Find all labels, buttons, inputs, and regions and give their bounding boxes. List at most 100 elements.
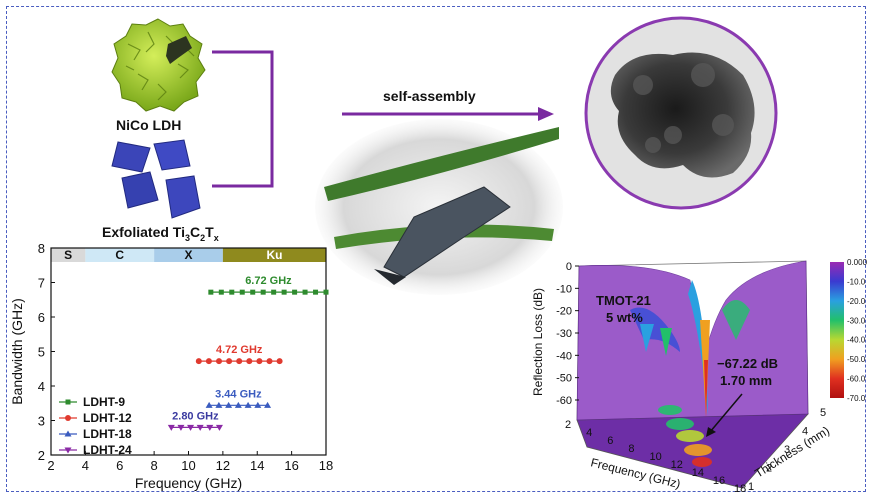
colorbar <box>830 262 844 398</box>
dashed-frame <box>6 6 866 492</box>
data-point <box>250 289 256 295</box>
data-label: 2.80 GHz <box>172 410 219 422</box>
data-point <box>187 424 195 431</box>
data-point <box>313 289 319 295</box>
colorbar-tick-label: -10.0 <box>847 277 866 286</box>
self-assembly-arrow <box>342 107 554 121</box>
y-tick-label: 6 <box>38 310 45 325</box>
rl-tick-label: -30 <box>556 328 572 340</box>
y-axis-label: Bandwidth (GHz) <box>9 298 25 405</box>
x-tick-label: 16 <box>284 458 298 473</box>
data-point <box>205 358 212 365</box>
freq-tick-label: 14 <box>692 467 704 479</box>
data-point <box>266 358 273 365</box>
rl-tick-label: 0 <box>566 261 572 273</box>
data-point <box>236 358 243 365</box>
sample-label: TMOT-21 <box>596 293 651 308</box>
freq-tick-label: 8 <box>628 443 634 455</box>
y-tick-label: 3 <box>38 414 45 429</box>
x-axis-label: Frequency (GHz) <box>135 475 242 491</box>
data-point <box>216 358 223 365</box>
data-point <box>302 289 308 295</box>
x-tick-label: 4 <box>82 458 89 473</box>
thickness-tick-label: 3 <box>784 444 790 456</box>
data-point <box>206 424 214 431</box>
x-tick-label: 18 <box>319 458 333 473</box>
freq-tick-label: 4 <box>586 427 592 439</box>
data-point <box>234 401 242 408</box>
band-s <box>51 248 86 262</box>
surface-dip <box>722 300 750 340</box>
data-point <box>292 289 298 295</box>
rl-tick-label: -50 <box>556 373 572 385</box>
data-point <box>64 430 72 437</box>
colorbar-tick-label: 0.000 <box>847 258 868 267</box>
thickness-tick-label: 2 <box>766 463 772 475</box>
legend-entry: LDHT-18 <box>83 427 132 441</box>
aerogel-on-leaf-photo <box>315 119 563 295</box>
min-rl-label: −67.22 dB <box>717 356 778 371</box>
floor-contour <box>666 418 694 430</box>
data-point <box>167 424 175 431</box>
legend-entry: LDHT-12 <box>83 411 132 425</box>
band-label: X <box>184 248 192 262</box>
floor-contour <box>684 444 712 456</box>
data-point <box>323 289 329 295</box>
series-ldht-12 <box>195 358 283 365</box>
freq-tick-label: 10 <box>650 451 662 463</box>
series-ldht-18 <box>205 401 272 408</box>
mxene-label: Exfoliated Ti3C2Tx <box>102 224 219 243</box>
y-tick-label: 2 <box>38 448 45 463</box>
thickness-tick-label: 1 <box>748 481 754 493</box>
data-label: 4.72 GHz <box>216 344 263 356</box>
data-point <box>281 289 287 295</box>
rl-tick-label: -10 <box>556 283 572 295</box>
mxene-sheets-image <box>111 139 201 219</box>
floor-contour <box>658 405 682 415</box>
x-tick-label: 14 <box>250 458 264 473</box>
freq-tick-label: 16 <box>713 475 725 487</box>
data-point <box>208 289 214 295</box>
freq-tick-label: 12 <box>671 459 683 471</box>
data-point <box>256 358 263 365</box>
reflection-loss-3d-chart: 0 -10 -20 -30 -40 -50 -60 Reflection Loss (dB) 2… <box>531 258 868 495</box>
x-tick-label: 8 <box>151 458 158 473</box>
data-point <box>246 358 253 365</box>
data-point <box>215 401 223 408</box>
data-point <box>225 401 233 408</box>
x-tick-label: 10 <box>181 458 195 473</box>
colorbar-tick-label: -50.0 <box>847 355 866 364</box>
rl-tick-label: -40 <box>556 350 572 362</box>
thickness-tick-label: 4 <box>802 426 808 438</box>
colorbar-tick-label: -20.0 <box>847 297 866 306</box>
colorbar-tick-label: -40.0 <box>847 336 866 345</box>
tem-image <box>584 16 778 210</box>
self-assembly-label: self-assembly <box>383 88 476 104</box>
bandwidth-chart: S C X Ku 2 4 6 8 10 12 14 16 18 2 3 4 5 6 7 8 Frequency (GHz… <box>9 241 333 491</box>
x-tick-label: 2 <box>47 458 54 473</box>
colorbar-tick-label: -30.0 <box>847 316 866 325</box>
data-point <box>177 424 185 431</box>
freq-tick-label: 2 <box>565 419 571 431</box>
floor-contour <box>676 430 704 442</box>
freq-tick-label: 18 <box>734 483 746 495</box>
data-point <box>271 289 277 295</box>
data-point <box>65 399 71 405</box>
band-label: S <box>64 248 72 262</box>
band-ku <box>222 248 326 262</box>
data-point <box>260 289 266 295</box>
surface-dip <box>660 328 672 356</box>
series-ldht-24 <box>167 424 223 431</box>
data-point <box>239 289 245 295</box>
rl-tick-label: -60 <box>556 395 572 407</box>
annotation-arrowhead <box>706 427 716 437</box>
nico-ldh-flake-image <box>111 18 206 112</box>
y-tick-label: 4 <box>38 379 45 394</box>
floor-contour <box>692 457 712 467</box>
data-label: 6.72 GHz <box>245 275 292 287</box>
data-point <box>244 401 252 408</box>
legend-entry: LDHT-24 <box>83 443 132 457</box>
bracket-connector <box>212 50 274 188</box>
colorbar-tick-label: -70.0 <box>847 394 866 403</box>
data-point <box>264 401 272 408</box>
